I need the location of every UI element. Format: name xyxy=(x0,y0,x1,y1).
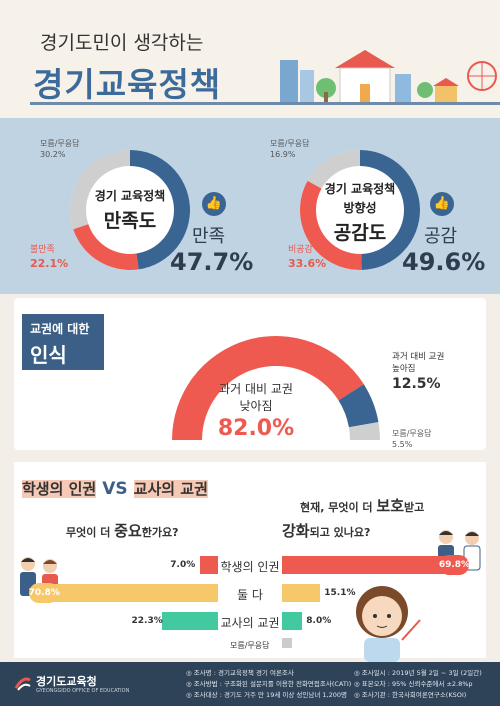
question-left-b: 중요 xyxy=(114,522,142,540)
teacher-rights-unknown-label: 모름/무응답 xyxy=(392,429,432,438)
satisfaction-center-line2: 만족도 xyxy=(103,210,157,232)
footer-right-line: ◎ 조사일시 : 2019년 5월 2일 ~ 3일 (2일간) xyxy=(354,669,482,677)
teacher-rights-unknown: 모름/무응답 5.5% xyxy=(392,428,432,450)
education-office-logo-icon xyxy=(14,677,31,691)
bar-left xyxy=(161,612,218,630)
question-right-1b: 보호 xyxy=(376,497,404,515)
satisfaction-negative: 불만족 22.1% xyxy=(30,244,68,270)
direction-center-line1: 경기 교육정책 xyxy=(324,182,396,196)
comparison-title-left: 학생의 인권 xyxy=(22,480,97,498)
satisfaction-positive-label: 만족 xyxy=(192,226,226,247)
bar-left-value: 22.3% xyxy=(131,616,163,626)
teacher-rights-lower-pct: 82.0% xyxy=(217,416,295,441)
bar-unknown-label: 모름/무응답 xyxy=(230,641,270,650)
footer-right-line: ◎ 표본오차 : 95% 신뢰수준에서 ±2.8%p xyxy=(354,680,473,688)
bar-category-label: 교사의 교권 xyxy=(220,616,280,630)
question-right-1c: 받고 xyxy=(404,501,425,514)
question-right-line2: 강화되고 있나요? xyxy=(282,520,370,541)
direction-negative-pct: 33.6% xyxy=(288,257,327,270)
teacher-rights-tag-line2: 인식 xyxy=(30,343,67,367)
teacher-rights-lower: 과거 대비 교권 낮아짐 82.0% xyxy=(196,380,316,441)
thumbs-up-icon: 👍 xyxy=(202,192,226,216)
teacher-rights-tag: 교권에 대한 인식 xyxy=(22,314,104,370)
bar-right xyxy=(282,584,321,602)
comparison-title-right: 교사의 교권 xyxy=(133,480,208,498)
direction-donut xyxy=(300,150,421,270)
bar-category-label: 둘 다 xyxy=(237,588,263,602)
teacher-rights-unknown-pct: 5.5% xyxy=(392,440,413,449)
bar-unknown-swatch xyxy=(282,638,292,648)
satisfaction-center: 경기 교육정책 만족도 xyxy=(70,187,190,233)
header-title: 경기교육정책 xyxy=(33,65,222,104)
question-left-c: 한가요? xyxy=(141,526,179,539)
comparison-title-vs: VS xyxy=(102,479,128,499)
bar-left-value: 7.0% xyxy=(170,560,196,570)
satisfaction-negative-label: 불만족 xyxy=(30,245,55,255)
direction-center-line2: 방향성 xyxy=(343,201,377,215)
comparison-title: 학생의 인권 VS 교사의 교권 xyxy=(22,478,208,499)
footer-left-column: ◎ 조사명 : 경기교육정책 경기 여론조사 ◎ 조사방법 : 구조화된 설문지… xyxy=(186,668,351,701)
bar-left xyxy=(38,584,218,602)
direction-unknown-pct: 16.9% xyxy=(270,150,296,159)
footer-left-line: ◎ 조사방법 : 구조화된 설문지를 이용한 전화면접조사(CATI) xyxy=(186,680,352,688)
teacher-rights-arc-higher xyxy=(338,384,379,428)
bar-category-label: 학생의 인권 xyxy=(220,560,280,574)
teacher-rights-arc-lower xyxy=(172,335,364,440)
bar-right-value: 15.1% xyxy=(324,588,356,598)
footer: 경기도교육청 GYEONGGIDO OFFICE OF EDUCATION ◎ … xyxy=(0,662,500,706)
direction-center-line3: 공감도 xyxy=(333,222,387,244)
footer-logo-en: GYEONGGIDO OFFICE OF EDUCATION xyxy=(36,688,130,694)
direction-negative-label: 비공감 xyxy=(288,245,313,255)
direction-negative: 비공감 33.6% xyxy=(288,244,326,270)
footer-logo-text: 경기도교육청 xyxy=(36,675,97,688)
direction-unknown: 모름/무응답 16.9% xyxy=(270,138,310,160)
question-left: 무엇이 더 중요한가요? xyxy=(66,520,179,541)
bar-left xyxy=(200,556,218,574)
footer-right-column: ◎ 조사일시 : 2019년 5월 2일 ~ 3일 (2일간) ◎ 표본오차 :… xyxy=(354,668,482,701)
bar-right-value: 69.8% xyxy=(438,555,470,575)
teacher-rights-higher-label2: 높아짐 xyxy=(392,364,416,374)
footer-right-line: ◎ 조사기관 : 한국사회여론연구소(KSOI) xyxy=(354,691,467,699)
question-right-2b: 되고 있나요? xyxy=(309,526,371,539)
teacher-rights-tag-line1: 교권에 대한 xyxy=(30,322,90,336)
teacher-rights-arc-unknown xyxy=(348,422,380,440)
teacher-rights-higher-pct: 12.5% xyxy=(392,376,441,392)
teacher-rights-higher: 과거 대비 교권 높아짐 12.5% xyxy=(392,350,444,392)
question-left-a: 무엇이 더 xyxy=(66,526,115,539)
satisfaction-center-line1: 경기 교육정책 xyxy=(94,189,166,203)
teacher-rights-higher-label1: 과거 대비 교권 xyxy=(392,352,445,362)
question-right-1a: 현재, 무엇이 더 xyxy=(300,501,377,514)
direction-unknown-label: 모름/무응답 xyxy=(270,139,310,148)
footer-left-line: ◎ 조사명 : 경기교육정책 경기 여론조사 xyxy=(186,669,294,677)
bar-left-value: 70.8% xyxy=(28,583,60,603)
teacher-rights-lower-label1: 과거 대비 교권 xyxy=(219,382,293,396)
direction-center: 경기 교육정책 방향성 공감도 xyxy=(300,180,420,245)
bar-right xyxy=(282,556,459,574)
header: 경기도민이 생각하는 경기교육정책 xyxy=(0,0,500,120)
satisfaction-negative-pct: 22.1% xyxy=(30,257,69,270)
teacher-girl-illustration xyxy=(356,586,421,662)
direction-positive-label: 공감 xyxy=(424,226,458,247)
question-right-2a: 강화 xyxy=(282,522,310,540)
satisfaction-unknown: 모름/무응답 30.2% xyxy=(40,138,80,160)
bar-right-value: 8.0% xyxy=(306,616,332,626)
question-right-line1: 현재, 무엇이 더 보호받고 xyxy=(300,495,424,516)
bar-right xyxy=(282,612,303,630)
header-subtitle: 경기도민이 생각하는 xyxy=(40,32,204,54)
satisfaction-unknown-label: 모름/무응답 xyxy=(40,139,80,148)
city-illustration xyxy=(270,50,500,104)
satisfaction-donut xyxy=(69,150,191,270)
thumbs-up-icon: 👍 xyxy=(430,192,454,216)
direction-positive-pct: 49.6% xyxy=(402,248,486,276)
header-underline xyxy=(30,102,500,105)
satisfaction-unknown-pct: 30.2% xyxy=(40,150,66,159)
teacher-rights-lower-label2: 낮아짐 xyxy=(239,399,273,413)
satisfaction-positive-pct: 47.7% xyxy=(170,248,254,276)
footer-left-line: ◎ 조사대상 : 경기도 거주 만 19세 이상 성인남녀 1,200명 xyxy=(186,691,347,699)
teacher-rights-semicircle xyxy=(172,335,380,440)
teacher-rights-arcs xyxy=(172,335,380,440)
